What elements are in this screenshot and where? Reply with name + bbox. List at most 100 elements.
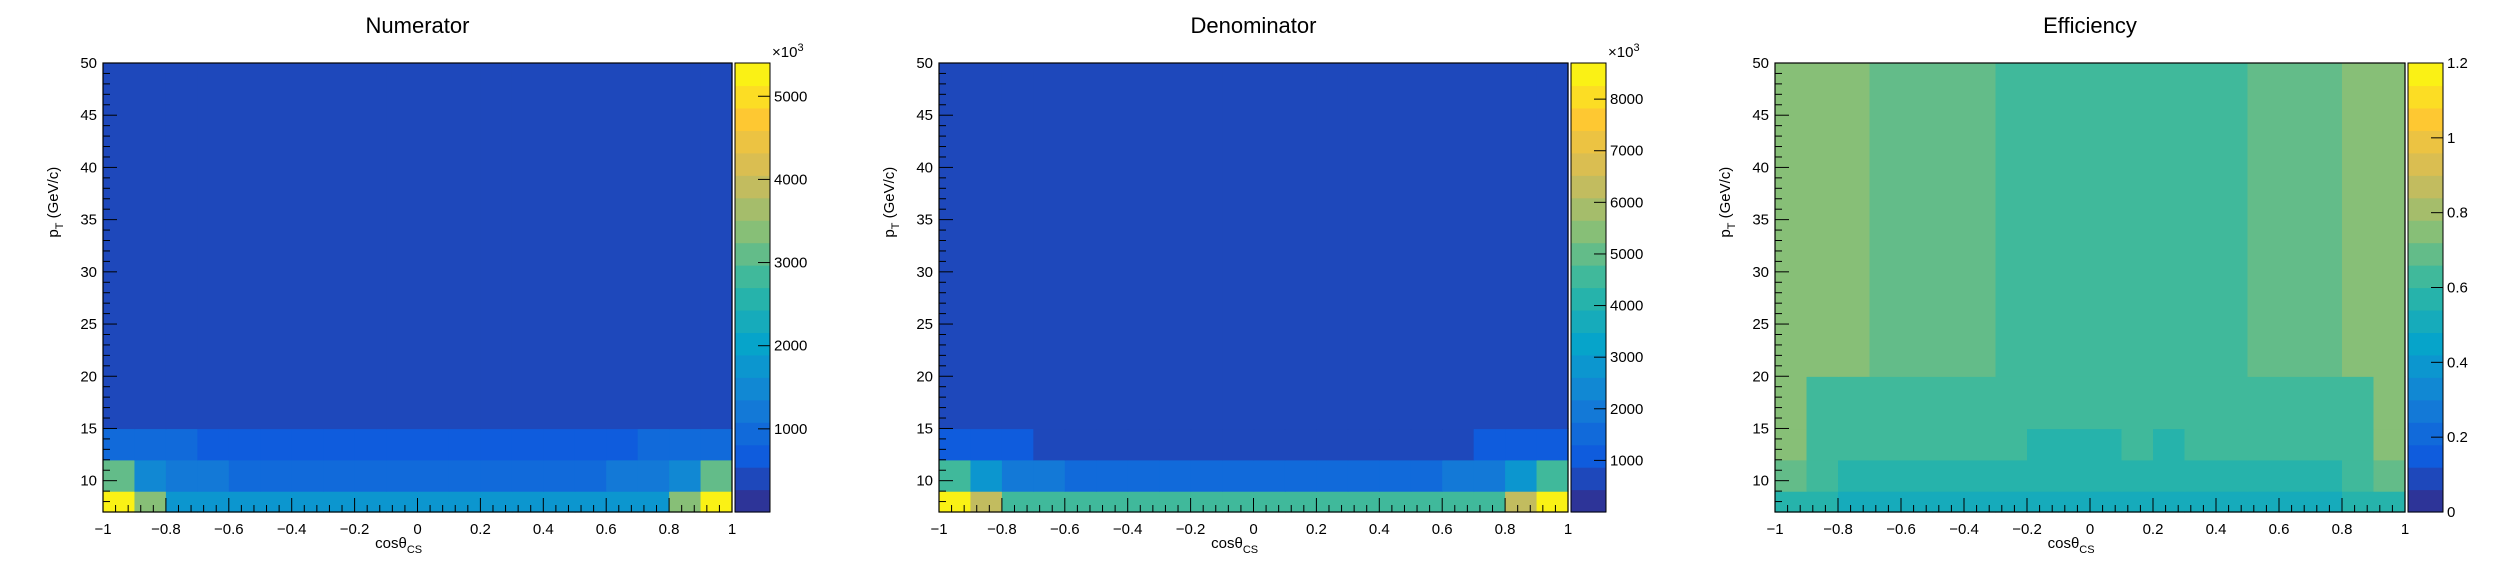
heatmap-cell [606,491,639,513]
heatmap-cell [1127,428,1160,461]
heatmap-cell [354,459,387,492]
x-tick-label: −0.6 [1050,521,1080,538]
color-bar-band [1571,354,1606,378]
heatmap-cell [1064,459,1097,492]
heatmap-cell [1964,491,1997,513]
heatmap-cell [939,63,972,430]
y-tick-label: 15 [916,420,933,437]
heatmap-cell [1127,491,1160,513]
y-tick-label: 30 [1752,264,1769,281]
heatmap-cell [1410,63,1443,430]
color-bar: 0 0.2 0.4 0.6 0.8 1 1.2 [2407,55,2468,521]
heatmap-cell [2373,63,2406,377]
x-tick-label: −1 [930,521,947,538]
x-tick-label: 0.8 [1495,521,1516,538]
y-tick-label: 15 [80,420,97,437]
y-tick-label: 20 [1752,368,1769,385]
color-bar-band [2408,107,2443,131]
heatmap-cell [165,428,198,461]
heatmap-cell [2058,491,2091,513]
color-bar-band [735,444,770,468]
heatmap-cell [2153,491,2186,513]
heatmap-cell [1775,428,1808,461]
heatmap-cell [134,459,167,492]
heatmap-cell [1505,459,1538,492]
heatmap-cell [1222,63,1255,430]
heatmap-cell [1995,428,2028,461]
heatmap-cell [1505,428,1538,461]
heatmap-cell [1775,459,1808,492]
color-bar-band [2408,197,2443,221]
heatmap-cell [2373,491,2406,513]
heatmap-cell [1064,491,1097,513]
heatmap-cell [970,428,1003,461]
z-tick-label: 1 [2447,130,2455,147]
heatmap-cell [1033,63,1066,430]
x-tick-label: −1 [94,521,111,538]
color-bar-band [735,85,770,109]
color-bar-band [735,309,770,333]
heatmap-cell [417,63,450,430]
color-bar-band [735,107,770,131]
z-tick-label: 1000 [1610,452,1643,469]
heatmap-cell [1869,428,1902,461]
z-tick-label: 7000 [1610,143,1643,160]
x-tick-label: −0.4 [1113,521,1143,538]
color-bar-band [2408,242,2443,266]
z-tick-label: 1.2 [2447,55,2468,72]
heatmap-cell [134,428,167,461]
chart-title: Efficiency [2043,13,2137,38]
color-bar-band [1571,422,1606,446]
z-tick-label: 0.4 [2447,354,2468,371]
color-bar-band [735,175,770,199]
heatmap-cell [2090,376,2123,430]
heatmap-cell [2184,491,2217,513]
heatmap-cell [2027,63,2060,377]
heatmap-cell [2090,428,2123,461]
color-bar-band [1571,242,1606,266]
heatmap-cell [543,428,576,461]
heatmap-cell [2216,63,2249,377]
heatmap-cell [2373,428,2406,461]
heatmap-cell [1410,491,1443,513]
color-bar-band [1571,489,1606,513]
color-bar-band [735,197,770,221]
heatmap-cell [1995,63,2028,377]
heatmap-cell [2121,376,2154,430]
color-bar-band [2408,377,2443,401]
heatmap-cell [2310,376,2343,430]
heatmap-cell [1932,428,1965,461]
color-bar-band [1571,467,1606,491]
color-bar-band [1571,399,1606,423]
heatmap-cell [1379,63,1412,430]
heatmap-cell [480,459,513,492]
heatmap-cell [197,428,230,461]
z-tick-label: 0.6 [2447,280,2468,297]
heatmap-cell [2373,376,2406,430]
heatmap-cell [354,428,387,461]
heatmap-cell [1316,491,1349,513]
y-tick-label: 30 [80,264,97,281]
heatmap-cell [1190,459,1223,492]
heatmap-cell [1001,459,1034,492]
heatmap-cell [1838,63,1871,377]
z-tick-label: 3000 [1610,349,1643,366]
y-tick-label: 35 [80,212,97,229]
heatmap-cell [2027,459,2060,492]
heatmap-cell [669,459,702,492]
heatmap-cell [1284,491,1317,513]
y-tick-label: 50 [80,55,97,72]
heatmap-cell [1316,459,1349,492]
heatmap-cell [2184,428,2217,461]
heatmap-cell [323,63,356,430]
x-tick-label: −0.6 [214,521,244,538]
heatmap-cell [669,63,702,430]
heatmap-cell [386,459,419,492]
heatmap-cell [1253,428,1286,461]
heatmap-cell [2279,428,2312,461]
heatmap-cell [1222,491,1255,513]
heatmap-cell [1347,428,1380,461]
x-tick-label: 1 [2401,521,2409,538]
heatmap-cell [2247,491,2280,513]
heatmap-cell [228,428,261,461]
